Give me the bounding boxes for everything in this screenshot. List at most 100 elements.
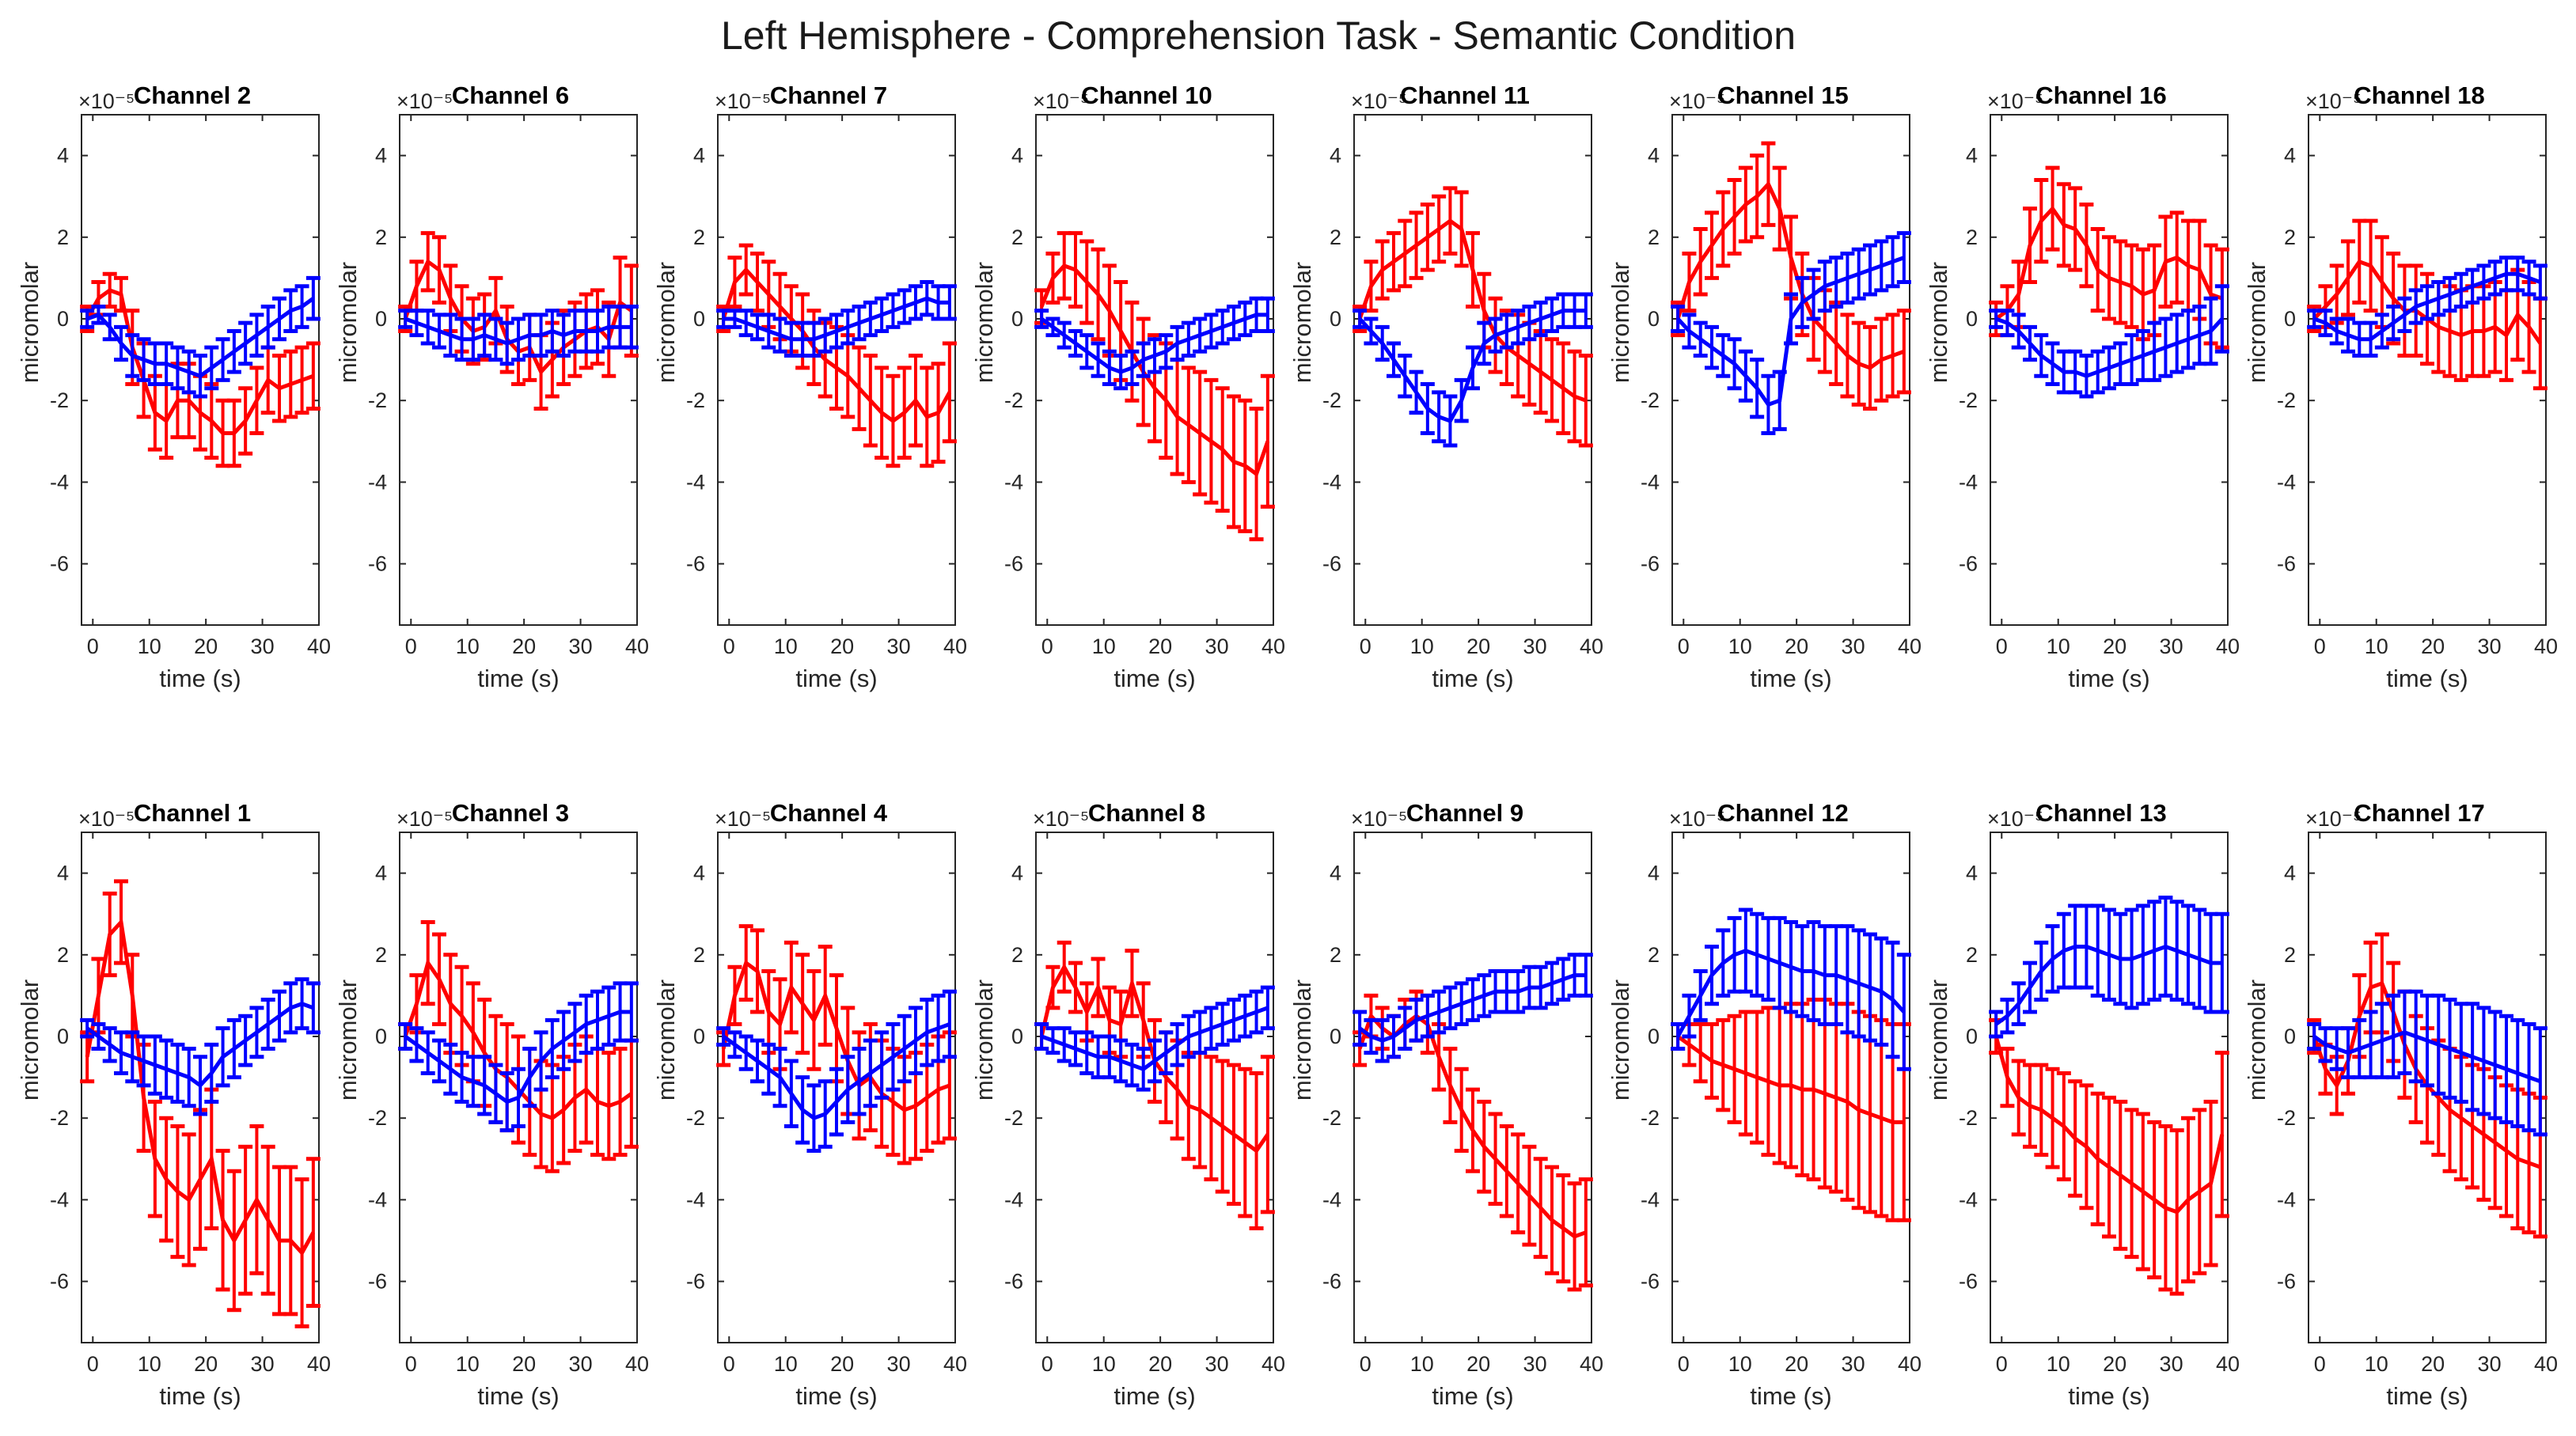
error-bar [2532,263,2548,301]
y-tick-label: -2 [1004,1106,1023,1130]
error-bar [2045,341,2060,387]
x-tick-label: 0 [405,1352,417,1376]
error-bar [1409,210,1424,280]
error-bar [91,305,106,325]
error-bar [1806,267,1821,321]
y-tick-label: 0 [1648,307,1660,331]
error-bar [852,1046,867,1116]
x-tick-label: 40 [1261,635,1285,658]
blue-series [1352,953,1593,1063]
error-bar [1556,957,1571,1002]
y-scale-label: ×10⁻⁵ [1351,807,1407,831]
error-bar [2102,345,2116,391]
x-tick-label: 30 [2160,1352,2183,1376]
error-bar [942,989,957,1059]
y-tick-label: 2 [693,225,705,249]
error-bar [840,1055,856,1124]
error-bar [432,235,446,305]
panel-title: Channel 4 [770,799,888,827]
error-bar [909,284,923,321]
error-bar [1488,1112,1503,1207]
error-bar [1454,1067,1469,1153]
error-bar [420,309,435,346]
error-bar [305,275,321,321]
error-bar [2158,896,2173,998]
y-tick-label: 2 [375,943,387,967]
error-bar [2453,271,2468,309]
x-tick-label: 20 [512,1352,536,1376]
y-axis-label: micromolar [652,262,680,383]
error-bar [1443,1046,1458,1124]
error-bar [2181,904,2195,1006]
error-bar [1477,1100,1492,1194]
error-bar [1398,218,1413,289]
error-bar [1750,358,1765,419]
error-bar [1511,968,1526,1014]
error-bar [2442,275,2457,313]
error-bar [2034,1063,2049,1158]
error-bar [2124,243,2139,329]
error-bar [181,1132,196,1267]
error-bar [1387,1014,1401,1059]
error-bar [443,313,458,358]
error-bar [2169,900,2184,1002]
y-tick-label: 2 [1648,225,1660,249]
error-bar [159,1116,174,1243]
error-bar [1727,337,1742,391]
error-bar [1784,292,1798,346]
x-tick-label: 30 [1523,635,1547,658]
error-bar [1671,1022,1686,1051]
error-bar [909,1006,923,1075]
error-bar [1215,386,1230,513]
x-axis-label: time (s) [1113,665,1195,692]
error-bar [772,1046,787,1108]
error-bar [2113,911,2128,1006]
error-bar [2056,182,2071,268]
error-bar [1896,231,1911,285]
y-scale-label: ×10⁻⁵ [78,89,135,113]
y-tick-label: -2 [1322,388,1341,412]
error-bar [1079,1030,1095,1075]
error-bar [522,1046,537,1108]
error-bar [1068,960,1083,1014]
red-series [1671,141,1911,411]
error-bar [226,1017,241,1080]
x-tick-label: 20 [1785,635,1808,658]
error-bar [806,320,821,358]
error-bar [1682,251,1697,313]
x-axis-label: time (s) [477,665,559,692]
error-bar [2214,284,2229,354]
error-bar [1454,981,1469,1027]
blue-series [80,275,321,399]
y-tick-label: -4 [50,1188,69,1211]
x-tick-label: 30 [251,635,275,658]
error-bar [181,1046,196,1108]
y-tick-label: -4 [1959,470,1978,494]
error-bar [783,940,799,1035]
error-bar [1387,341,1401,378]
error-bar [1716,190,1731,268]
x-tick-label: 20 [830,635,854,658]
x-tick-label: 40 [1580,1352,1603,1376]
error-bar [488,1063,503,1124]
error-bar [818,1079,833,1149]
error-bar [2510,256,2525,293]
x-axis-label: time (s) [159,665,241,692]
error-bar [80,1017,95,1039]
error-bar [2363,218,2378,313]
y-tick-label: 4 [1011,144,1023,168]
y-tick-label: 2 [375,225,387,249]
error-bar [2079,353,2094,399]
blue-series [1989,896,2229,1039]
error-bar [1398,353,1413,399]
y-tick-label: -6 [368,1270,387,1294]
blue-series [1671,907,1911,1071]
error-bar [1193,369,1208,497]
error-bar [1420,382,1435,435]
error-bar [283,981,298,1035]
error-bar [806,968,821,1071]
error-bar [2158,214,2173,309]
error-bar [1364,316,1379,346]
error-bar [1387,231,1401,293]
